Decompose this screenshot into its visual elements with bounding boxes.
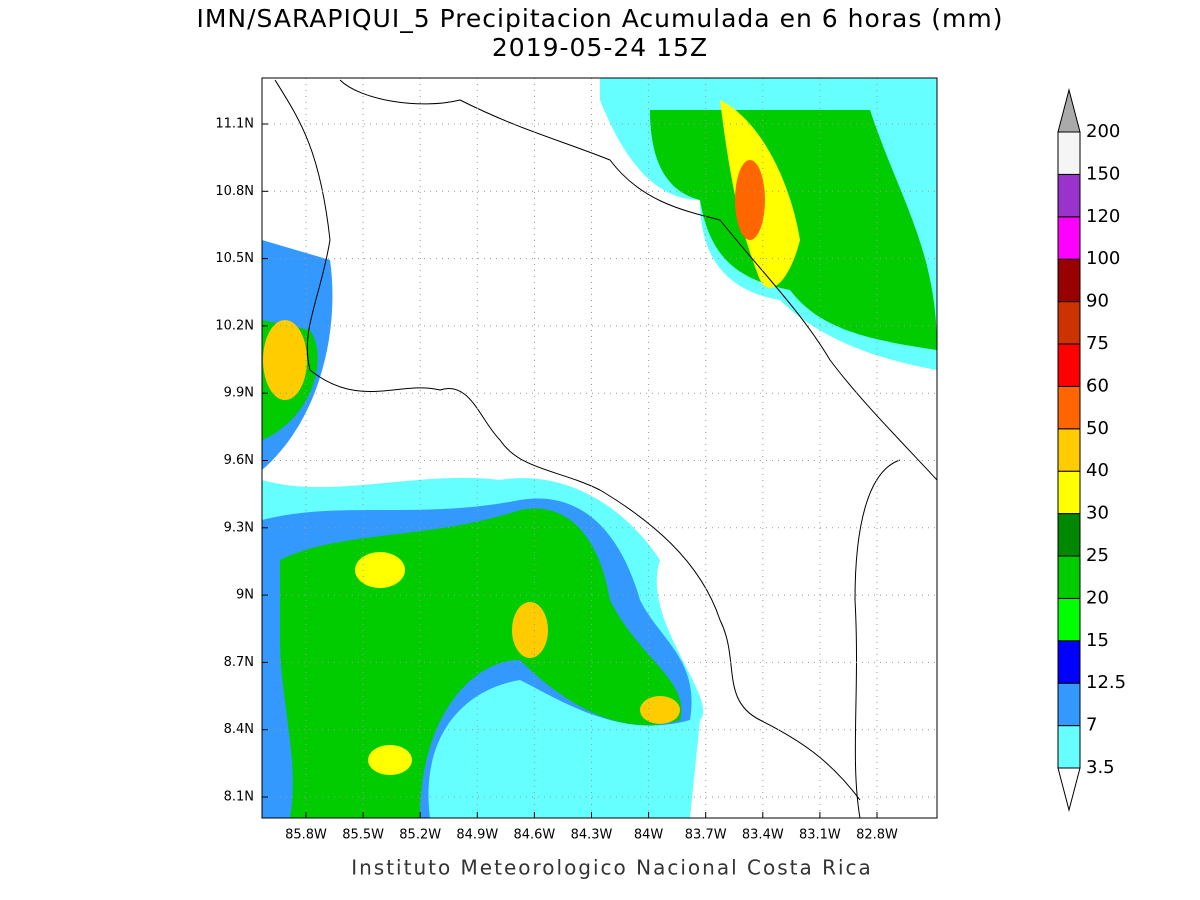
- lat-tick-label: 9.6N: [224, 453, 254, 468]
- colorbar-box: [1057, 301, 1081, 345]
- title-line: IMN/SARAPIQUI_5 Precipitacion Acumulada …: [196, 4, 1003, 33]
- colorbar-label: 100: [1086, 248, 1120, 269]
- lon-tick-label: 85.5W: [342, 828, 384, 843]
- lon-tick-label: 83.4W: [742, 828, 784, 843]
- lat-tick-label: 9.3N: [224, 520, 254, 535]
- colorbar-label: 15: [1086, 630, 1109, 651]
- lat-tick-label: 10.5N: [215, 251, 254, 266]
- lat-tick-label: 9.9N: [224, 386, 254, 401]
- colorbar-label: 50: [1086, 418, 1109, 439]
- lon-tick-label: 84.3W: [571, 828, 613, 843]
- colorbar-box: [1057, 173, 1081, 218]
- graticule: 11.1N 10.8N 10.5N 10.2N 9.9N 9.6N 9.3N 9N 8.7N 8.…: [215, 78, 937, 843]
- colorbar-label: 20: [1086, 587, 1109, 608]
- colorbar: 3.5 7 12.5 15 20 25 30 40 50 60 75 90 100 120 150 200: [1057, 88, 1126, 812]
- colorbar-label: 3.5: [1086, 757, 1115, 778]
- lon-tick-label: 85.8W: [285, 828, 327, 843]
- colorbar-label: 40: [1086, 460, 1109, 481]
- colorbar-box: [1057, 428, 1081, 472]
- lon-tick-label: 83.1W: [799, 828, 841, 843]
- lat-tick-label: 10.8N: [215, 184, 254, 199]
- lon-tick-label: 84W: [634, 828, 664, 843]
- colorbar-box: [1057, 555, 1081, 599]
- lat-tick-label: 8.4N: [224, 722, 254, 737]
- colorbar-label: 7: [1086, 715, 1097, 736]
- lat-tick-label: 10.2N: [215, 318, 254, 333]
- map-frame: [261, 77, 938, 819]
- colorbar-end: [1057, 767, 1081, 812]
- colorbar-box: [1057, 725, 1081, 769]
- lat-tick-label: 9N: [236, 588, 254, 603]
- colorbar-box: [1057, 343, 1081, 387]
- colorbar-end: [1057, 88, 1081, 133]
- colorbar-box: [1057, 385, 1081, 430]
- lon-tick-label: 84.6W: [513, 828, 555, 843]
- colorbar-box: [1057, 640, 1081, 684]
- colorbar-box: [1057, 258, 1081, 303]
- colorbar-label: 150: [1086, 163, 1120, 184]
- colorbar-label: 30: [1086, 503, 1109, 524]
- lon-tick-label: 84.9W: [456, 828, 498, 843]
- colorbar-box: [1057, 131, 1081, 175]
- lon-tick-label: 82.8W: [856, 828, 898, 843]
- lon-tick-label: 85.2W: [399, 828, 441, 843]
- lat-tick-label: 8.1N: [224, 790, 254, 805]
- colorbar-label: 200: [1086, 121, 1120, 142]
- colorbar-label: 120: [1086, 206, 1120, 227]
- colorbar-box: [1057, 682, 1081, 727]
- colorbar-box: [1057, 216, 1081, 260]
- colorbar-label: 25: [1086, 545, 1109, 566]
- footer: Instituto Meteorologico Nacional Costa R…: [351, 856, 873, 880]
- colorbar-label: 12.5: [1086, 672, 1126, 693]
- colorbar-box: [1057, 597, 1081, 642]
- colorbar-box: [1057, 513, 1081, 557]
- subtitle-line: 2019-05-24 15Z: [492, 33, 708, 62]
- colorbar-box: [1057, 470, 1081, 515]
- colorbar-label: 90: [1086, 291, 1109, 312]
- lat-tick-label: 11.1N: [215, 117, 254, 132]
- lat-tick-label: 8.7N: [224, 655, 254, 670]
- precipitation-field: [262, 78, 937, 818]
- lon-tick-label: 83.7W: [685, 828, 727, 843]
- colorbar-label: 75: [1086, 333, 1109, 354]
- colorbar-label: 60: [1086, 375, 1109, 396]
